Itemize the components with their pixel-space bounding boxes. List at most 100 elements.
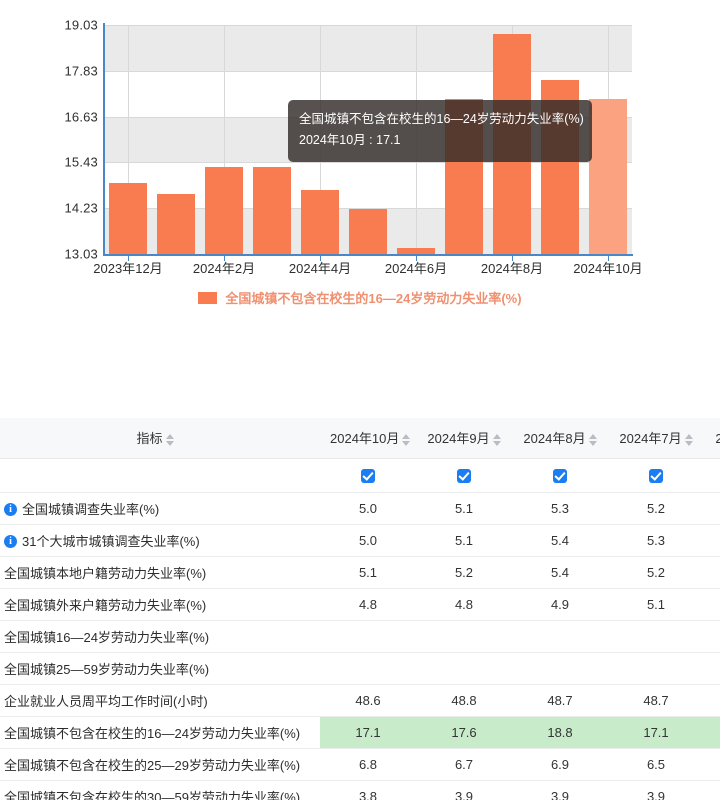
chart-bar[interactable] (445, 99, 483, 254)
value-cell (512, 620, 608, 653)
column-checkbox-cell[interactable] (704, 458, 720, 493)
column-checkbox[interactable] (553, 468, 567, 483)
table-head: 指标 2024年10月 2024年9月 2024年8月 2024年7月 2024年6月 (0, 418, 720, 493)
value-cell: 5.2 (608, 492, 704, 525)
indicator-cell[interactable]: 全国城镇外来户籍劳动力失业率(%) (0, 588, 320, 621)
value-cell: 17.1 (608, 716, 704, 749)
value-cell: 6.8 (320, 748, 416, 781)
table-header-row: 指标 2024年10月 2024年9月 2024年8月 2024年7月 2024年6月 (0, 418, 720, 459)
table-row[interactable]: 全国城镇不包含在校生的16—24岁劳动力失业率(%) 17.1 17.6 18.8 17… (0, 716, 720, 749)
column-checkbox-cell[interactable] (320, 458, 416, 493)
table-row[interactable]: 全国城镇25—59岁劳动力失业率(%) (0, 652, 720, 685)
value-cell (320, 620, 416, 653)
chart-bar[interactable] (541, 80, 579, 254)
indicator-label: 全国城镇不包含在校生的16—24岁劳动力失业率(%) (4, 725, 301, 741)
indicator-cell[interactable]: i 全国城镇调查失业率(%) (0, 492, 320, 525)
value-cell: 3.9 (512, 780, 608, 800)
indicator-cell[interactable]: 全国城镇25—59岁劳动力失业率(%) (0, 652, 320, 685)
indicator-label: 全国城镇调查失业率(%) (22, 501, 160, 517)
column-checkbox-cell[interactable] (512, 458, 608, 493)
chart-gridline-vertical (416, 25, 417, 254)
info-icon[interactable]: i (4, 535, 17, 549)
y-axis-tick-label: 16.63 (64, 109, 98, 125)
indicator-label: 全国城镇外来户籍劳动力失业率(%) (4, 597, 207, 613)
chart-bar[interactable] (301, 190, 339, 254)
sort-arrows-icon[interactable] (492, 433, 501, 447)
value-cell: 5.1 (416, 524, 512, 557)
chart-bar[interactable] (253, 167, 291, 254)
column-checkbox[interactable] (457, 468, 471, 483)
table-row[interactable]: 全国城镇16—24岁劳动力失业率(%) (0, 620, 720, 653)
y-axis-ticks: 19.03 17.83 16.63 15.43 14.23 13.03 (26, 18, 98, 262)
chart-bar[interactable] (349, 209, 387, 254)
indicator-cell[interactable]: 全国城镇不包含在校生的16—24岁劳动力失业率(%) (0, 716, 320, 749)
chart-bar[interactable] (589, 99, 627, 254)
value-cell: 3.9 (416, 780, 512, 800)
value-cell: 18.8 (512, 716, 608, 749)
column-header-month[interactable]: 2024年8月 (512, 418, 608, 459)
value-cell: 48.8 (416, 684, 512, 717)
value-cell: 4.8 (416, 588, 512, 621)
column-checkbox-cell[interactable] (416, 458, 512, 493)
table-row[interactable]: 全国城镇本地户籍劳动力失业率(%) 5.1 5.2 5.4 5.2 (0, 556, 720, 589)
indicator-label: 全国城镇25—59岁劳动力失业率(%) (4, 661, 210, 677)
chart-panel: 19.03 17.83 16.63 15.43 14.23 13.03 全国城镇不包含在校… (0, 0, 720, 322)
indicator-cell[interactable]: 全国城镇16—24岁劳动力失业率(%) (0, 620, 320, 653)
indicator-table-panel[interactable]: 指标 2024年10月 2024年9月 2024年8月 2024年7月 2024年6月 i… (0, 418, 720, 800)
column-checkbox[interactable] (361, 468, 375, 483)
legend-swatch-icon (198, 291, 218, 304)
x-axis-tick-mark (128, 256, 129, 261)
chart-bar[interactable] (205, 167, 243, 254)
column-header-month[interactable]: 2024年6月 (704, 418, 720, 459)
chart-bar[interactable] (397, 248, 435, 254)
chart-bar[interactable] (493, 34, 531, 254)
column-header-indicator[interactable]: 指标 (0, 418, 320, 459)
sort-arrows-icon[interactable] (588, 433, 597, 447)
table-row[interactable]: 全国城镇不包含在校生的25—29岁劳动力失业率(%) 6.8 6.7 6.9 6.5 (0, 748, 720, 781)
indicator-cell[interactable]: i 31个大城市城镇调查失业率(%) (0, 524, 320, 557)
chart-bar[interactable] (157, 194, 195, 254)
chart-legend[interactable]: 全国城镇不包含在校生的16—24岁劳动力失业率(%) (0, 288, 720, 307)
sort-arrows-icon[interactable] (684, 433, 693, 447)
value-cell (416, 620, 512, 653)
value-cell: 17.6 (416, 716, 512, 749)
indicator-table: 指标 2024年10月 2024年9月 2024年8月 2024年7月 2024年6月 i… (0, 418, 720, 800)
value-cell (704, 716, 720, 749)
table-row[interactable]: i 31个大城市城镇调查失业率(%) 5.0 5.1 5.4 5.3 (0, 524, 720, 557)
checkbox-row-spacer (0, 458, 320, 493)
sort-arrows-icon[interactable] (165, 433, 174, 447)
value-cell: 6.5 (608, 748, 704, 781)
chart-band (104, 25, 632, 71)
value-cell: 5.0 (320, 524, 416, 557)
chart-plot-area (104, 25, 632, 255)
value-cell (704, 524, 720, 557)
table-row[interactable]: 全国城镇外来户籍劳动力失业率(%) 4.8 4.8 4.9 5.1 (0, 588, 720, 621)
indicator-label: 全国城镇不包含在校生的30—59岁劳动力失业率(%) (4, 789, 301, 800)
x-axis-line (103, 254, 633, 256)
indicator-cell[interactable]: 全国城镇不包含在校生的30—59岁劳动力失业率(%) (0, 780, 320, 800)
indicator-cell[interactable]: 全国城镇不包含在校生的25—29岁劳动力失业率(%) (0, 748, 320, 781)
table-row[interactable]: i 全国城镇调查失业率(%) 5.0 5.1 5.3 5.2 (0, 492, 720, 525)
column-checkbox[interactable] (649, 468, 663, 483)
x-axis-tick-label: 2024年8月 (480, 261, 544, 276)
sort-arrows-icon[interactable] (402, 433, 411, 447)
table-row[interactable]: 全国城镇不包含在校生的30—59岁劳动力失业率(%) 3.8 3.9 3.9 3.9 (0, 780, 720, 800)
column-header-month[interactable]: 2024年7月 (608, 418, 704, 459)
x-axis-tick-mark (224, 256, 225, 261)
column-checkbox-cell[interactable] (608, 458, 704, 493)
value-cell: 3.8 (320, 780, 416, 800)
value-cell (512, 652, 608, 685)
chart-bar[interactable] (109, 183, 147, 254)
table-row[interactable]: 企业就业人员周平均工作时间(小时) 48.6 48.8 48.7 48.7 (0, 684, 720, 717)
column-header-month[interactable]: 2024年9月 (416, 418, 512, 459)
value-cell: 5.3 (608, 524, 704, 557)
column-header-month[interactable]: 2024年10月 (320, 418, 416, 459)
value-cell: 6.9 (512, 748, 608, 781)
value-cell: 17.1 (320, 716, 416, 749)
value-cell (608, 620, 704, 653)
indicator-cell[interactable]: 企业就业人员周平均工作时间(小时) (0, 684, 320, 717)
info-icon[interactable]: i (4, 503, 17, 517)
x-axis-tick-label: 2023年12月 (93, 261, 163, 276)
column-header-label: 2024年9月 (427, 431, 490, 447)
indicator-cell[interactable]: 全国城镇本地户籍劳动力失业率(%) (0, 556, 320, 589)
